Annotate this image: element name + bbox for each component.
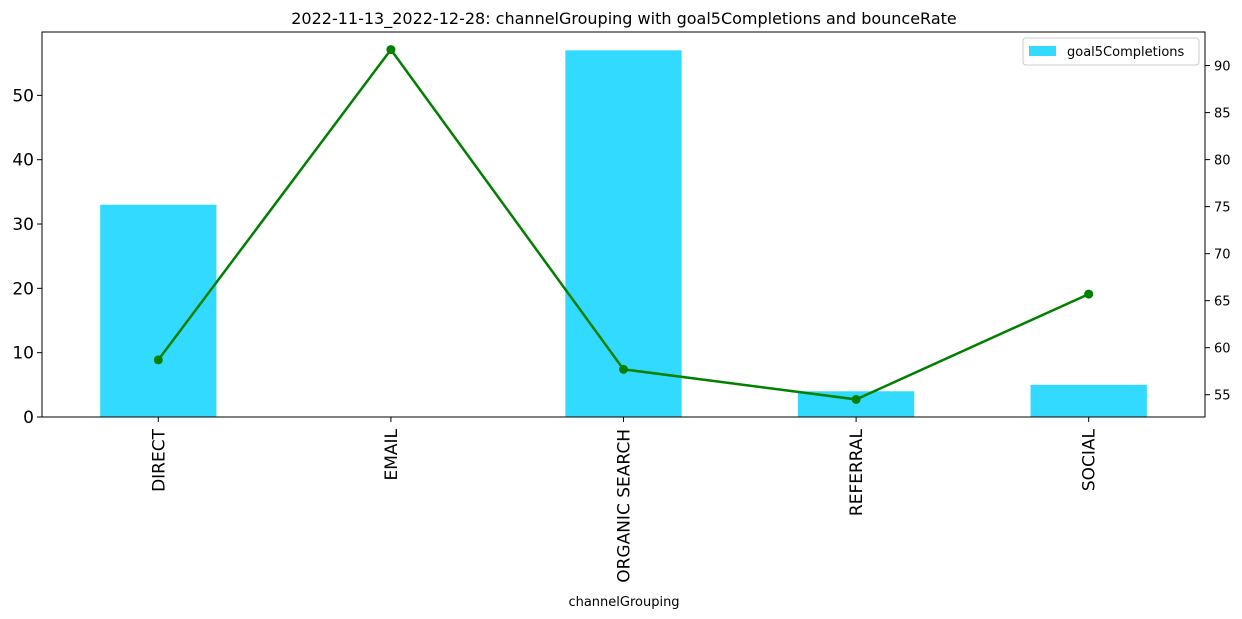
- legend: goal5Completions: [1022, 37, 1200, 66]
- x-tick-label-referral: REFERRAL: [847, 428, 867, 516]
- legend-box: [1022, 37, 1200, 66]
- line-series: [153, 45, 1094, 404]
- legend-swatch: [1029, 46, 1056, 56]
- chart-title: 2022-11-13_2022-12-28: channelGrouping w…: [291, 9, 957, 29]
- right-tick-label: 75: [1214, 201, 1231, 216]
- right-axis: 55 60 65 70 75 80 85 90: [1205, 60, 1231, 404]
- x-axis-label: channelGrouping: [568, 595, 679, 610]
- right-tick-label: 90: [1214, 60, 1231, 75]
- right-tick-label: 65: [1214, 295, 1231, 310]
- line-point-direct: [153, 355, 163, 365]
- x-axis: DIRECT EMAIL ORGANIC SEARCH REFERRAL SOCIAL: [149, 417, 1100, 583]
- left-tick-label: 50: [12, 86, 34, 106]
- line-point-social: [1084, 289, 1094, 299]
- left-tick-label: 40: [12, 151, 34, 171]
- bar-direct: [100, 204, 217, 417]
- line-point-referral: [851, 394, 861, 404]
- x-tick-label-social: SOCIAL: [1080, 428, 1100, 491]
- line-point-organic-search: [619, 364, 628, 374]
- left-tick-label: 30: [12, 215, 34, 235]
- bar-organic-search: [565, 50, 682, 417]
- right-tick-label: 80: [1214, 154, 1231, 169]
- left-tick-label: 0: [23, 408, 34, 428]
- x-tick-label-email: EMAIL: [382, 428, 402, 480]
- left-tick-label: 10: [12, 344, 34, 364]
- x-tick-label-direct: DIRECT: [149, 428, 169, 492]
- right-tick-label: 85: [1214, 107, 1231, 122]
- x-tick-label-organic-search: ORGANIC SEARCH: [615, 429, 635, 583]
- left-tick-label: 20: [12, 279, 34, 299]
- bar-social: [1030, 384, 1147, 417]
- right-tick-label: 60: [1214, 342, 1231, 357]
- right-tick-label: 70: [1214, 248, 1231, 263]
- bar-series: [100, 50, 1147, 417]
- left-axis: 0 10 20 30 40 50: [12, 86, 42, 428]
- right-tick-label: 55: [1214, 389, 1231, 404]
- line-point-email: [386, 45, 396, 55]
- legend-entry-goal5completions: goal5Completions: [1067, 45, 1185, 60]
